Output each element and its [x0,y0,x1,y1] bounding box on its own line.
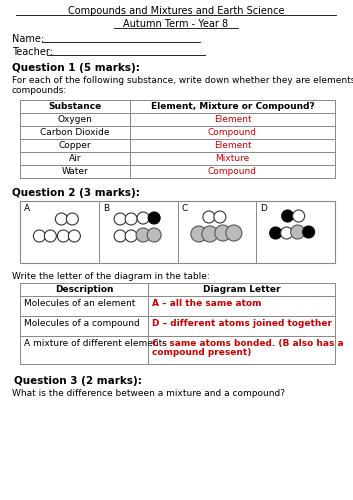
Text: Mixture: Mixture [215,154,250,163]
Circle shape [291,225,305,239]
Text: For each of the following substance, write down whether they are elements, mixtu: For each of the following substance, wri… [12,76,353,85]
Text: Copper: Copper [59,141,91,150]
Text: Question 3 (2 marks):: Question 3 (2 marks): [14,376,142,386]
Circle shape [203,211,215,223]
Text: Molecules of an element: Molecules of an element [24,299,135,308]
Circle shape [293,210,305,222]
Circle shape [215,225,231,241]
Circle shape [114,213,126,225]
Circle shape [147,228,161,242]
Text: Name:: Name: [12,34,47,44]
Circle shape [148,212,160,224]
Circle shape [34,230,46,242]
Circle shape [282,210,294,222]
Circle shape [55,213,67,225]
Text: Water: Water [62,167,88,176]
Text: Element: Element [214,115,251,124]
Circle shape [281,227,293,239]
Text: Oxygen: Oxygen [58,115,92,124]
Circle shape [303,226,315,238]
Text: Description: Description [55,285,113,294]
Text: D – different atoms joined together: D – different atoms joined together [152,319,332,328]
Circle shape [66,213,78,225]
Text: C: C [181,204,188,213]
Circle shape [136,228,150,242]
Circle shape [125,213,137,225]
Text: Element, Mixture or Compound?: Element, Mixture or Compound? [151,102,315,111]
Text: Write the letter of the diagram in the table:: Write the letter of the diagram in the t… [12,272,210,281]
Text: Teacher:: Teacher: [12,47,56,57]
Circle shape [191,226,207,242]
Circle shape [226,225,242,241]
Text: Question 1 (5 marks):: Question 1 (5 marks): [12,63,140,73]
Text: Molecules of a compound: Molecules of a compound [24,319,140,328]
Text: A: A [24,204,30,213]
Circle shape [44,230,56,242]
Circle shape [114,230,126,242]
Text: Carbon Dioxide: Carbon Dioxide [40,128,110,137]
Text: Question 2 (3 marks):: Question 2 (3 marks): [12,188,140,198]
Text: Air: Air [69,154,81,163]
Circle shape [270,227,282,239]
Text: Compounds and Mixtures and Earth Science: Compounds and Mixtures and Earth Science [68,6,284,16]
Text: A – all the same atom: A – all the same atom [152,299,262,308]
Circle shape [202,226,218,242]
Text: compounds:: compounds: [12,86,67,95]
Text: C – same atoms bonded. (B also has a: C – same atoms bonded. (B also has a [152,339,343,348]
Circle shape [68,230,80,242]
Text: Compound: Compound [208,128,257,137]
Text: What is the difference between a mixture and a compound?: What is the difference between a mixture… [12,389,285,398]
Text: Autumn Term - Year 8: Autumn Term - Year 8 [124,19,228,29]
Text: Compound: Compound [208,167,257,176]
Text: Element: Element [214,141,251,150]
Circle shape [58,230,70,242]
Text: D: D [260,204,267,213]
Text: B: B [103,204,109,213]
Text: compound present): compound present) [152,348,251,357]
Circle shape [214,211,226,223]
Circle shape [137,212,149,224]
Text: A mixture of different elements: A mixture of different elements [24,339,167,348]
Circle shape [125,230,137,242]
Text: Substance: Substance [48,102,102,111]
Bar [20,201,335,263]
Text: Diagram Letter: Diagram Letter [203,285,280,294]
